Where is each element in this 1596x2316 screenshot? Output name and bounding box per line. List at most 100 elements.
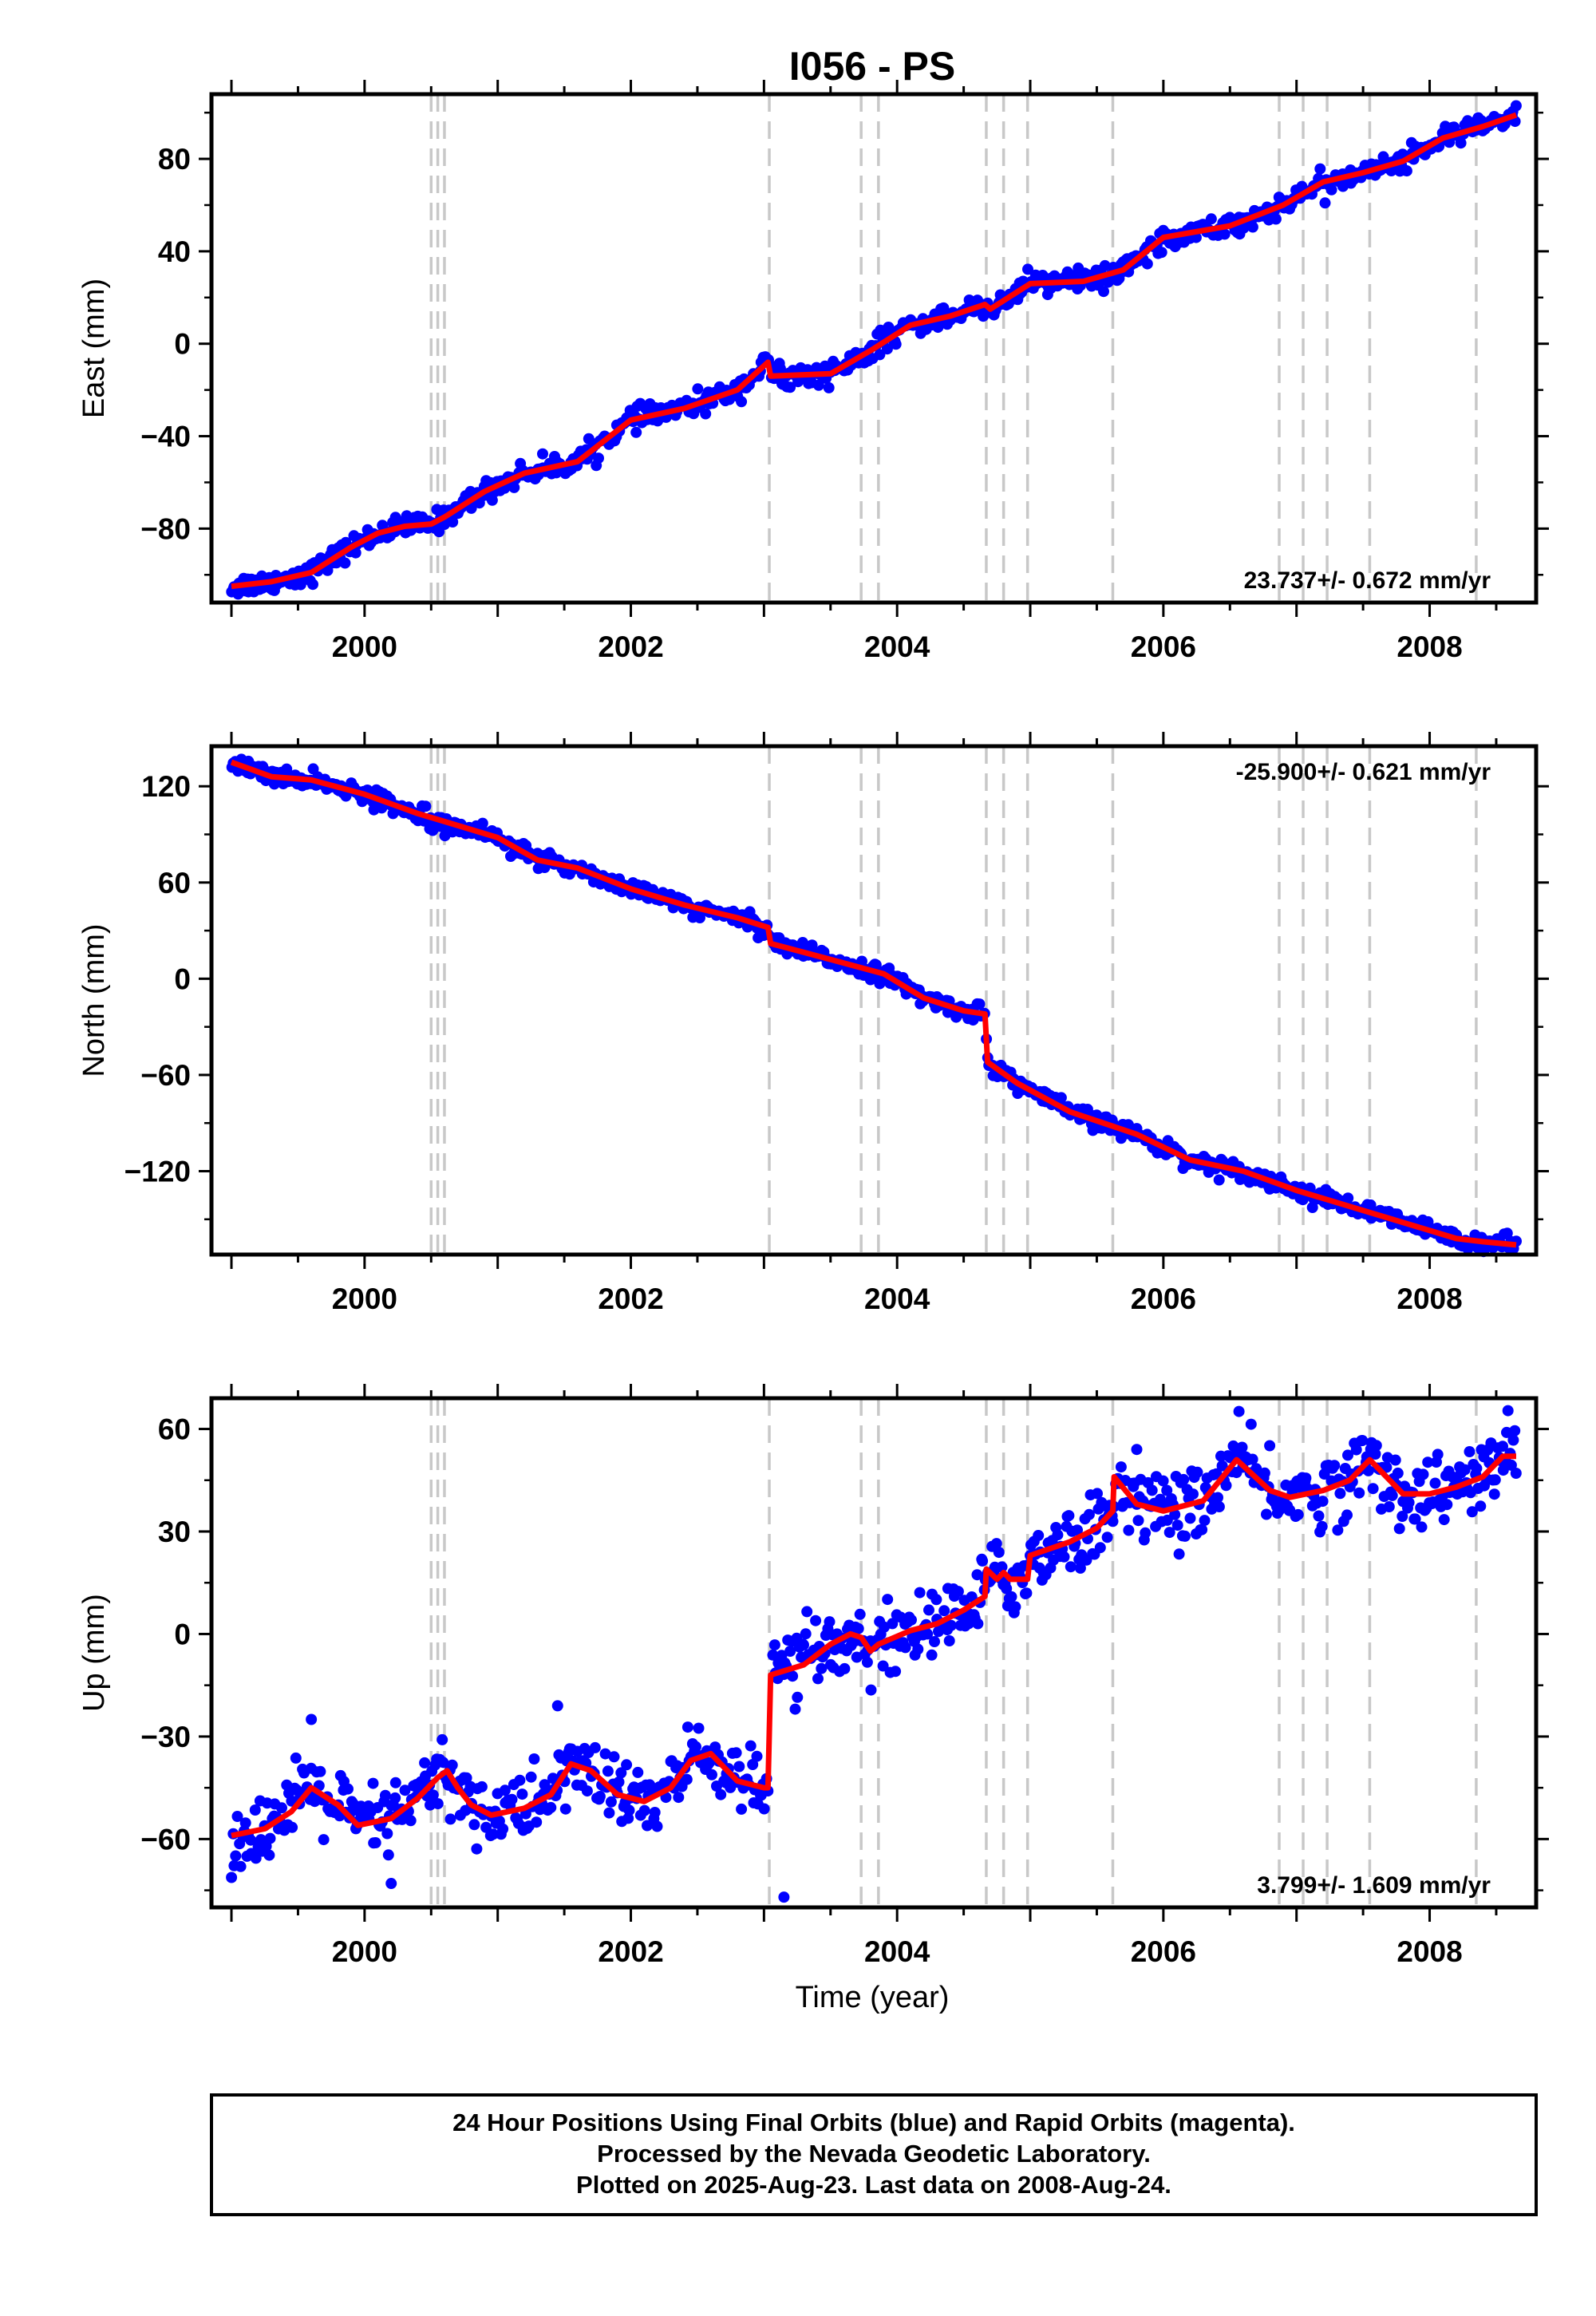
data-point: [899, 1642, 911, 1654]
data-point: [943, 1635, 955, 1646]
data-point: [1383, 1501, 1395, 1512]
data-point: [599, 1748, 611, 1760]
data-point: [1191, 1466, 1203, 1478]
data-point: [747, 1759, 759, 1770]
data-point: [437, 1757, 449, 1769]
data-point: [1314, 163, 1326, 175]
data-point: [787, 1670, 799, 1682]
data-point: [516, 1788, 528, 1800]
data-point: [367, 1777, 379, 1789]
data-point: [774, 362, 786, 374]
data-point: [226, 1871, 238, 1883]
data-point: [1441, 1499, 1453, 1511]
data-point: [1245, 1418, 1257, 1430]
x-tick-label: 2000: [332, 1282, 397, 1315]
data-point: [603, 1807, 615, 1819]
rate-label: 23.737+/- 0.672 mm/yr: [1244, 567, 1491, 594]
data-point: [589, 1741, 601, 1753]
data-point: [1507, 1434, 1519, 1446]
data-point: [1033, 1530, 1045, 1541]
data-point: [1072, 1524, 1083, 1536]
data-point: [1169, 1508, 1181, 1520]
data-point: [966, 1591, 978, 1603]
data-point: [1173, 1548, 1185, 1560]
data-point: [1306, 1202, 1318, 1213]
data-point: [690, 1741, 701, 1753]
data-point: [715, 1788, 727, 1800]
footer-box: [210, 2093, 1538, 2216]
data-point: [447, 516, 459, 528]
data-point: [693, 1722, 705, 1734]
data-point: [1246, 221, 1258, 233]
data-point: [1429, 1477, 1441, 1489]
data-point: [883, 322, 895, 333]
y-axis-label: Up (mm): [77, 1594, 111, 1712]
data-point: [751, 1750, 763, 1762]
data-point: [231, 1811, 243, 1822]
x-tick-label: 2006: [1131, 1282, 1196, 1315]
data-point: [854, 1608, 866, 1620]
x-tick-label: 2008: [1396, 1935, 1462, 1968]
data-point: [700, 408, 712, 420]
data-point: [632, 1766, 644, 1778]
data-point: [1455, 137, 1467, 149]
data-point: [432, 1798, 444, 1810]
data-point: [681, 1773, 693, 1785]
data-point: [651, 1820, 663, 1832]
data-point: [681, 1721, 693, 1733]
data-point: [1074, 1562, 1086, 1574]
data-point: [906, 1614, 917, 1626]
data-point: [1329, 1460, 1341, 1472]
data-point: [1342, 1449, 1353, 1461]
data-point: [235, 1860, 247, 1872]
data-point: [1184, 1512, 1196, 1524]
data-point: [673, 1792, 685, 1804]
data-point: [996, 1561, 1008, 1573]
x-axis-label: Time (year): [796, 1981, 950, 2014]
data-point: [1300, 1472, 1312, 1484]
data-point: [1369, 1448, 1381, 1460]
y-tick-label: 0: [174, 328, 191, 361]
data-point: [1353, 1487, 1365, 1499]
data-point: [1432, 1448, 1444, 1460]
data-point: [1462, 115, 1474, 127]
data-point: [1497, 1441, 1508, 1452]
data-point: [1497, 1464, 1509, 1476]
data-point: [784, 381, 796, 393]
data-point: [730, 1747, 742, 1759]
x-tick-label: 2008: [1396, 1282, 1462, 1315]
x-tick-label: 2006: [1131, 630, 1196, 663]
data-point: [307, 579, 318, 591]
east-model-line: [231, 112, 1518, 590]
data-point: [379, 1789, 391, 1801]
data-point: [1009, 1601, 1021, 1613]
data-point: [861, 1656, 873, 1668]
data-point: [476, 1780, 488, 1792]
y-tick-label: 60: [158, 867, 191, 899]
data-point: [1052, 1529, 1064, 1541]
data-point: [1199, 1515, 1211, 1527]
data-point: [703, 1757, 715, 1769]
data-point: [389, 1777, 401, 1788]
up-panel: −60 −30 0 30 60 2000 2002 2004 2006 2008 Up (mm) 3.…: [77, 1384, 1549, 1968]
data-point: [972, 1618, 984, 1630]
y-tick-label: −60: [140, 1823, 191, 1856]
data-point: [608, 1751, 620, 1763]
data-point: [938, 302, 950, 314]
data-point: [914, 1587, 926, 1599]
x-tick-label: 2006: [1131, 1935, 1196, 1968]
data-point: [506, 1793, 518, 1805]
data-point: [877, 1660, 889, 1672]
data-point: [812, 379, 824, 391]
data-point: [1058, 1551, 1070, 1563]
y-tick-label: −60: [140, 1059, 191, 1092]
chart-title: I056 - PS: [789, 44, 955, 89]
data-point: [810, 1614, 822, 1626]
data-point: [865, 1684, 877, 1696]
footer-line-3: Plotted on 2025-Aug-23. Last data on 200…: [576, 2171, 1171, 2199]
data-point: [945, 1619, 957, 1631]
data-point: [1459, 1464, 1471, 1476]
data-point: [613, 1776, 625, 1788]
data-point: [1220, 1480, 1232, 1492]
